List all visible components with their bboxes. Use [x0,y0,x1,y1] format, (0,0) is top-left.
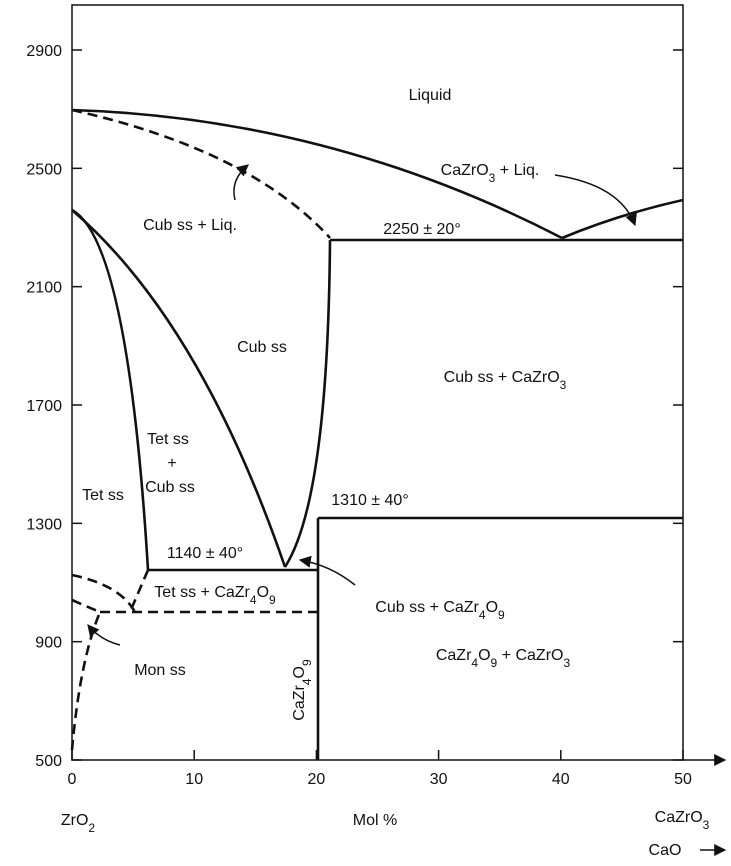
region-label: Tet ss [147,431,189,448]
temperature-label: 2250 ± 20° [383,221,460,238]
y-tick-label: 2900 [26,43,62,60]
region-label: Cub ss [145,479,195,496]
y-tick-label: 500 [35,753,62,770]
y-tick-label: 900 [35,635,62,652]
x-axis-label: Mol % [353,812,397,829]
x-left-label: ZrO2 [61,812,96,835]
y-tick-label: 1300 [26,516,62,533]
region-label: Liquid [409,87,452,104]
frame [72,5,683,760]
x-tick-label: 40 [552,771,570,788]
region-label: Cub ss + Liq. [143,217,237,234]
region-label: Cub ss [237,339,287,356]
temperature-label: 1140 ± 40° [167,545,243,562]
temperature-label: 1310 ± 40° [331,492,408,509]
phase-diagram: Liquid CaZrO3 + Liq. Cub ss + Liq. 2250 … [0,0,731,861]
x-tick-label: 20 [308,771,326,788]
compound-label: CaZr4O9 [291,659,314,721]
x-tick-label: 10 [185,771,203,788]
x-right-label: CaZrO3 [655,809,710,832]
region-label: Cub ss + CaZrO3 [444,369,567,392]
x-tick-label: 50 [674,771,692,788]
y-tick-label: 2100 [26,280,62,297]
x-tick-label: 0 [68,771,77,788]
region-label: Mon ss [134,662,186,679]
y-tick-label: 2500 [26,161,62,178]
y-tick-label: 1700 [26,398,62,415]
x-tick-label: 30 [430,771,448,788]
region-label: + [167,455,176,472]
region-label: CaZrO3 + Liq. [441,162,540,185]
x-right-sublabel: CaO [649,842,682,859]
region-label: CaZr4O9 + CaZrO3 [436,647,571,670]
region-label: Tet ss + CaZr4O9 [154,584,276,607]
region-label: Tet ss [82,487,124,504]
region-label: Cub ss + CaZr4O9 [375,599,505,622]
